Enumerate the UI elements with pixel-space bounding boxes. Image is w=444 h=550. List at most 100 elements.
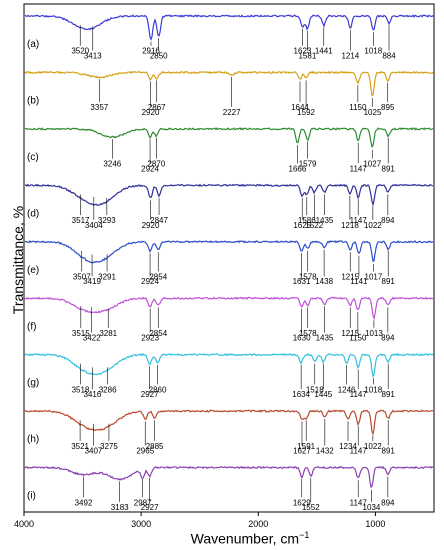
peak-label: 1215 — [341, 272, 359, 281]
peak-label: 1025 — [364, 108, 382, 117]
y-axis-title-text: Transmittance, % — [10, 205, 26, 315]
peak-label: 1017 — [365, 272, 383, 281]
x-axis-title: Wavenumber, cm−1 — [150, 530, 350, 547]
peak-label: 2854 — [149, 272, 167, 281]
peak-label: 1578 — [299, 329, 317, 338]
peak-label: 3492 — [75, 498, 93, 507]
series-label: (a) — [27, 39, 39, 50]
peak-label: 1591 — [297, 442, 315, 451]
peak-label: 2847 — [150, 216, 168, 225]
peak-label: 2923 — [141, 334, 159, 343]
peak-label: 2920 — [142, 108, 160, 117]
peak-label: 1666 — [289, 164, 307, 173]
peak-label: 1034 — [363, 503, 381, 512]
peak-label: 894 — [381, 216, 395, 225]
peak-label: 3518 — [72, 385, 90, 394]
spectrum-line — [24, 70, 434, 97]
spectrum-line — [24, 465, 434, 489]
peak-label: 3521 — [71, 442, 89, 451]
peak-label: 1022 — [364, 442, 382, 451]
peak-label: 1147 — [350, 390, 368, 399]
peak-label: 3246 — [103, 160, 121, 169]
peak-label: 3419 — [83, 277, 101, 286]
peak-label: 1586 — [298, 216, 316, 225]
peak-label: 895 — [381, 103, 395, 112]
peak-label: 2916 — [142, 47, 160, 56]
peak-label: 1234 — [339, 442, 357, 451]
series-label: (b) — [27, 95, 39, 106]
peak-label: 1214 — [341, 51, 359, 60]
peak-label: 3515 — [72, 329, 90, 338]
x-tick-label: 1000 — [365, 519, 385, 529]
x-tick-label: 3000 — [131, 519, 151, 529]
peak-label: 1522 — [305, 221, 323, 230]
peak-label: 1018 — [364, 47, 382, 56]
series-label: (d) — [27, 208, 39, 219]
peak-label: 2885 — [146, 442, 164, 451]
peak-label: 1027 — [363, 160, 381, 169]
peak-label: 1592 — [297, 108, 315, 117]
peak-label: 2987 — [134, 498, 152, 507]
peak-label: 1625 — [293, 221, 311, 230]
peak-label: 1581 — [298, 51, 316, 60]
peak-label: 2870 — [147, 160, 165, 169]
spectrum-line — [24, 296, 434, 321]
peak-label: 3413 — [84, 51, 102, 60]
peak-label: 891 — [382, 447, 396, 456]
peak-label: 1438 — [315, 277, 333, 286]
peak-label: 2927 — [141, 503, 159, 512]
peak-label: 3422 — [83, 334, 101, 343]
peak-label: 3404 — [85, 221, 103, 230]
peak-label: 2850 — [150, 51, 168, 60]
y-axis-title: Transmittance, % — [10, 190, 26, 330]
peak-label: 1147 — [350, 216, 368, 225]
peak-label: 1629 — [293, 498, 311, 507]
peak-label: 2920 — [142, 221, 160, 230]
peak-label: 894 — [381, 498, 395, 507]
spectrum-line — [25, 183, 434, 207]
peak-label: 1150 — [349, 103, 367, 112]
peak-label: 1518 — [306, 385, 324, 394]
peak-label: 1013 — [365, 329, 383, 338]
spectrum-line — [24, 352, 434, 378]
peak-label: 1018 — [364, 385, 382, 394]
x-axis-title-text: Wavenumber, cm — [190, 530, 300, 547]
peak-label: 1578 — [299, 272, 317, 281]
peak-label: 3357 — [90, 103, 108, 112]
peak-label: 3275 — [100, 442, 118, 451]
series-label: (e) — [27, 265, 39, 276]
peak-label: 1147 — [350, 498, 368, 507]
peak-label: 2924 — [141, 277, 159, 286]
peak-label: 1627 — [293, 447, 311, 456]
spectrum-line — [24, 409, 434, 437]
peak-label: 1147 — [350, 447, 368, 456]
peak-label: 1246 — [338, 385, 356, 394]
peak-label: 1215 — [341, 329, 359, 338]
peak-label: 2860 — [149, 385, 167, 394]
plot-frame — [23, 3, 435, 513]
peak-label: 1630 — [293, 334, 311, 343]
peak-label: 1445 — [314, 390, 332, 399]
peak-label: 3286 — [99, 385, 117, 394]
peak-label: 891 — [382, 277, 396, 286]
peak-label: 3183 — [111, 503, 129, 512]
peak-label: 2227 — [223, 108, 241, 117]
peak-label: 3520 — [71, 47, 89, 56]
peak-label: 3507 — [73, 272, 91, 281]
peak-label: 1441 — [315, 47, 333, 56]
series-label: (c) — [27, 152, 39, 163]
peak-label: 3407 — [85, 447, 103, 456]
spectrum-line — [24, 240, 434, 264]
peak-label: 894 — [381, 334, 395, 343]
peak-label: 1435 — [316, 334, 334, 343]
peak-label: 3281 — [99, 329, 117, 338]
peak-label: 1147 — [350, 164, 368, 173]
peak-label: 1432 — [316, 447, 334, 456]
series-label: (g) — [27, 378, 39, 389]
spectrum-line — [24, 14, 434, 42]
peak-label: 884 — [382, 51, 396, 60]
peak-label: 3416 — [84, 390, 102, 399]
peak-label: 1634 — [292, 390, 310, 399]
peak-label: 2924 — [141, 164, 159, 173]
